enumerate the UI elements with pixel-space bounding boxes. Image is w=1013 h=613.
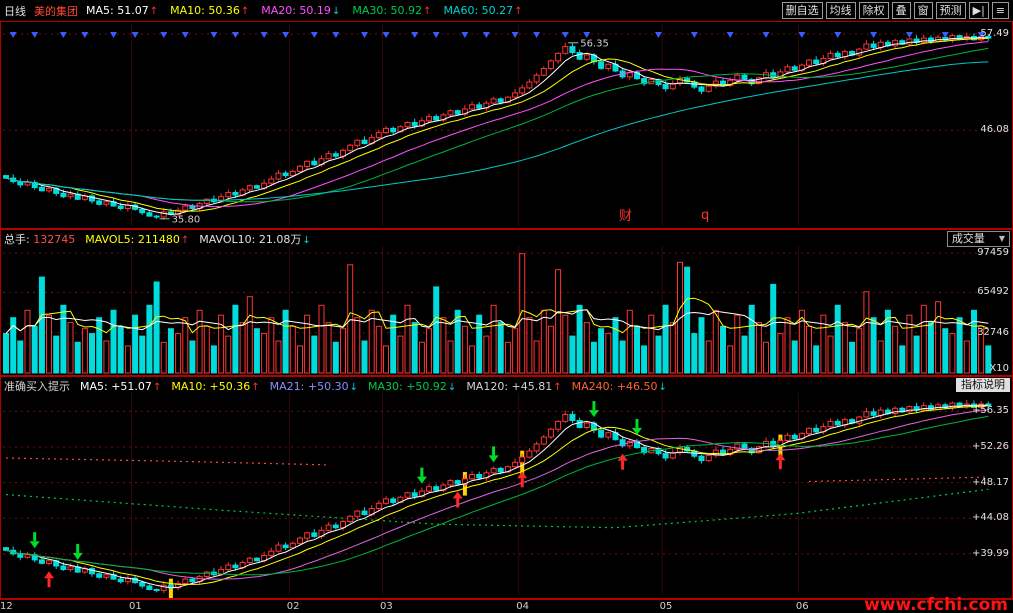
delete-watchlist-button[interactable]: 删自选 [781, 2, 823, 19]
page-forward-icon[interactable]: ▶| [968, 2, 989, 19]
month-label: 05 [659, 601, 673, 612]
indicator-axis-label: +56.35 [971, 405, 1009, 417]
price-annotation: 35.80 [172, 214, 201, 225]
up-arrow-icon: ↑ [423, 6, 432, 17]
ma5-readout-text: MA5: 51.07 [86, 4, 149, 17]
up-arrow-icon: ↑ [514, 6, 523, 17]
ind-ma5-readout: MA5: +51.07↑ [80, 380, 161, 393]
mavol10-readout: MAVOL10: 21.08万↓ [199, 231, 311, 247]
volume-axis-label: 97459 [977, 247, 1009, 259]
window-button[interactable]: 窗 [913, 2, 933, 19]
ma30-readout: MA30: 50.92↑ [352, 4, 431, 17]
mavol10-readout-value: 21.08万 [258, 233, 302, 246]
up-arrow-icon: ↑ [251, 381, 260, 393]
volume-header: 总手: 132745 MAVOL5: 211480↑ MAVOL10: 21.08万… [4, 231, 311, 247]
down-arrow-icon: ↓ [331, 6, 341, 17]
candlestick-chart[interactable]: 56.35 35.80 [1, 22, 1012, 228]
total-volume-readout-label: 总手: [4, 233, 34, 246]
ma20-readout-text: MA20: 50.19 [261, 4, 331, 17]
ind-ma30-readout-text: MA30: +50.92 [367, 379, 447, 393]
mavol5-readout-label: MAVOL5: [85, 232, 138, 246]
ma60-readout-text: MA60: 50.27 [443, 4, 514, 17]
price-annotation: 56.35 [580, 38, 609, 49]
ma10-readout-text: MA10: 50.36 [170, 4, 240, 17]
indicator-title: 准确买入提示 [4, 380, 70, 393]
down-arrow-icon: ↓ [658, 381, 667, 393]
toolbar: 删自选 均线 除权叠窗预测 ▶| ≡ [781, 2, 1009, 19]
month-label: 01 [129, 601, 142, 612]
ma10-readout: MA10: 50.36↑ [170, 4, 249, 17]
volume-indicator-selector[interactable]: 成交量 ▼ [946, 231, 1010, 247]
down-arrow-icon: ↓ [349, 381, 358, 393]
volume-axis-label: 32746 [977, 326, 1009, 338]
month-label: 04 [516, 601, 529, 612]
main-axis-label: 46.08 [980, 124, 1009, 136]
ind-ma120-readout: MA120: +45.81↑ [466, 380, 561, 393]
total-volume-readout-value: 132745 [33, 233, 76, 246]
ind-ma21-readout: MA21: +50.30↓ [270, 380, 358, 393]
month-label: 12 [0, 601, 13, 612]
ind-ma10-readout: MA10: +50.36↑ [171, 380, 259, 393]
ind-ma10-readout-text: MA10: +50.36 [171, 379, 251, 393]
watermark: www.cfchi.com [864, 595, 1008, 613]
total-volume-readout: 总手: 132745 [4, 231, 75, 247]
down-arrow-icon: ↓ [302, 235, 311, 246]
indicator-axis-label: +44.08 [971, 512, 1009, 524]
stock-name[interactable]: 美的集团 [34, 4, 78, 18]
up-arrow-icon: ↑ [152, 381, 162, 393]
ind-ma240-readout-text: MA240: +46.50 [571, 379, 658, 393]
ma20-readout: MA20: 50.19↓ [261, 4, 340, 17]
volume-selector-label: 成交量 [951, 232, 985, 245]
volume-pane[interactable]: 总手: 132745 MAVOL5: 211480↑ MAVOL10: 21.08万… [0, 229, 1013, 376]
menu-icon[interactable]: ≡ [991, 2, 1009, 19]
volume-axis-multiplier: X10 [989, 363, 1009, 374]
ma-toggle-button[interactable]: 均线 [825, 2, 856, 19]
ind-ma21-readout-text: MA21: +50.30 [269, 379, 349, 393]
ma60-readout: MA60: 50.27↑ [443, 4, 522, 17]
indicator-header: 准确买入提示 MA5: +51.07↑ MA10: +50.36↑ MA21: +50… [4, 378, 667, 394]
ma30-readout-text: MA30: 50.92 [352, 4, 423, 17]
up-arrow-icon: ↑ [553, 381, 562, 393]
indicator-axis-label: +48.17 [971, 476, 1009, 488]
main-ma-readouts: MA5: 51.07↑ MA10: 50.36↑ MA20: 50.19↓ MA30:… [86, 4, 525, 17]
mavol5-readout-value: 211480 [137, 232, 180, 246]
month-label: 06 [795, 601, 809, 612]
indicator-axis-label: +39.99 [971, 547, 1009, 559]
forecast-button[interactable]: 预测 [935, 2, 966, 19]
mavol5-readout: MAVOL5: 211480↑ [85, 233, 189, 246]
ind-ma5-readout-text: MA5: +51.07 [80, 379, 152, 393]
indicator-chart[interactable] [1, 377, 1012, 598]
exrights-button[interactable]: 除权 [858, 2, 889, 19]
top-header-bar: 日线 美的集团 MA5: 51.07↑ MA10: 50.36↑ MA20: 50.… [0, 0, 1013, 21]
ind-ma240-readout: MA240: +46.50↓ [572, 380, 667, 393]
down-arrow-icon: ↓ [447, 381, 457, 393]
ind-ma30-readout: MA30: +50.92↓ [368, 380, 456, 393]
month-label: 02 [286, 601, 300, 612]
stray-mark: 财 [619, 209, 633, 224]
main-axis-label: 57.49 [980, 27, 1009, 39]
volume-chart[interactable] [1, 230, 1012, 375]
period-label[interactable]: 日线 [4, 4, 26, 18]
up-arrow-icon: ↑ [180, 234, 190, 246]
time-axis: 12 01 02 03 04 05 06 [0, 599, 1013, 613]
month-label: 03 [380, 601, 393, 612]
indicator-pane[interactable]: 准确买入提示 MA5: +51.07↑ MA10: +50.36↑ MA21: +50… [0, 376, 1013, 599]
ma5-readout: MA5: 51.07↑ [86, 4, 158, 17]
main-chart-pane[interactable]: 56.35 35.80 57.49 46.08 财 q [0, 21, 1013, 229]
overlay-button[interactable]: 叠 [891, 2, 911, 19]
indicator-help-button[interactable]: 指标说明 [956, 378, 1010, 392]
up-arrow-icon: ↑ [240, 6, 250, 17]
stray-mark: q [701, 208, 710, 223]
up-arrow-icon: ↑ [149, 6, 159, 17]
dropdown-arrow-icon: ▼ [998, 234, 1005, 243]
volume-axis-label: 65492 [977, 286, 1009, 298]
mavol10-readout-label: MAVOL10: [199, 233, 259, 246]
ind-ma120-readout-text: MA120: +45.81 [466, 379, 553, 393]
indicator-axis-label: +52.26 [971, 441, 1009, 452]
